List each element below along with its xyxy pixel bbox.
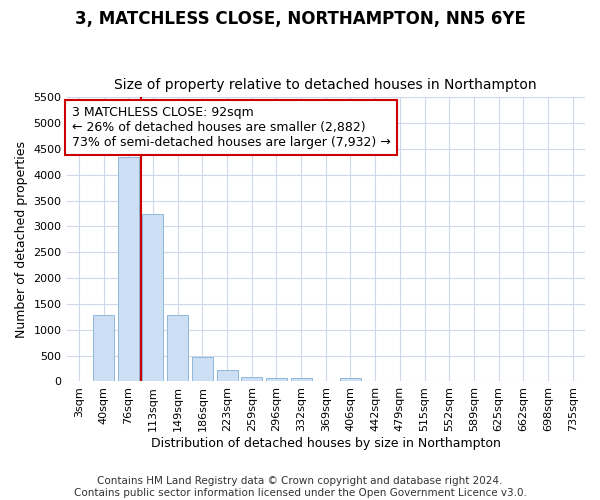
Bar <box>241 376 262 382</box>
Bar <box>142 214 163 382</box>
Bar <box>266 378 287 382</box>
Y-axis label: Number of detached properties: Number of detached properties <box>15 141 28 338</box>
Title: Size of property relative to detached houses in Northampton: Size of property relative to detached ho… <box>115 78 537 92</box>
Bar <box>118 156 139 382</box>
Text: Contains HM Land Registry data © Crown copyright and database right 2024.
Contai: Contains HM Land Registry data © Crown c… <box>74 476 526 498</box>
Bar <box>290 378 311 382</box>
X-axis label: Distribution of detached houses by size in Northampton: Distribution of detached houses by size … <box>151 437 501 450</box>
Bar <box>340 378 361 382</box>
Text: 3, MATCHLESS CLOSE, NORTHAMPTON, NN5 6YE: 3, MATCHLESS CLOSE, NORTHAMPTON, NN5 6YE <box>74 10 526 28</box>
Text: 3 MATCHLESS CLOSE: 92sqm
← 26% of detached houses are smaller (2,882)
73% of sem: 3 MATCHLESS CLOSE: 92sqm ← 26% of detach… <box>72 106 391 149</box>
Bar <box>93 316 114 382</box>
Bar <box>167 315 188 382</box>
Bar <box>192 356 213 382</box>
Bar <box>217 370 238 382</box>
